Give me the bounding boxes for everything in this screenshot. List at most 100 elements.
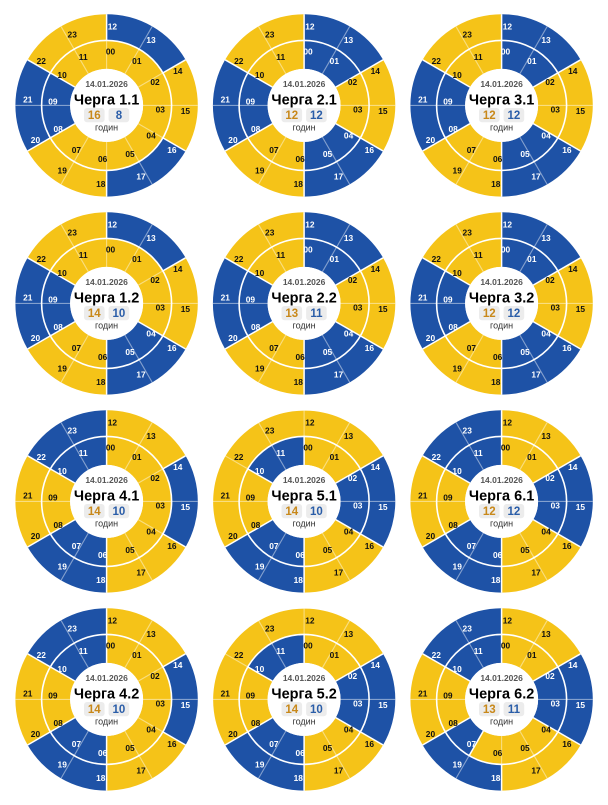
svg-text:11: 11 <box>276 250 285 260</box>
svg-text:22: 22 <box>37 452 47 462</box>
svg-text:10: 10 <box>452 268 462 278</box>
svg-text:23: 23 <box>463 425 473 435</box>
svg-text:22: 22 <box>234 56 244 66</box>
svg-text:06: 06 <box>295 154 305 164</box>
svg-text:15: 15 <box>181 106 191 116</box>
svg-text:08: 08 <box>53 124 63 134</box>
svg-text:06: 06 <box>98 748 108 758</box>
svg-text:15: 15 <box>181 502 191 512</box>
svg-text:00: 00 <box>501 245 511 255</box>
svg-text:18: 18 <box>294 179 304 189</box>
svg-text:01: 01 <box>132 452 142 462</box>
svg-text:13: 13 <box>146 431 156 441</box>
svg-text:01: 01 <box>330 254 340 264</box>
svg-text:06: 06 <box>493 352 503 362</box>
svg-text:18: 18 <box>294 377 304 387</box>
svg-text:17: 17 <box>136 370 146 380</box>
svg-text:12: 12 <box>483 110 496 122</box>
svg-text:16: 16 <box>562 145 572 155</box>
svg-text:03: 03 <box>551 302 561 312</box>
svg-text:23: 23 <box>265 227 275 237</box>
svg-text:01: 01 <box>132 650 142 660</box>
svg-text:15: 15 <box>181 700 191 710</box>
svg-text:14: 14 <box>568 66 578 76</box>
svg-text:01: 01 <box>132 56 142 66</box>
svg-text:21: 21 <box>221 491 231 501</box>
svg-text:06: 06 <box>493 154 503 164</box>
svg-text:годин: годин <box>293 320 316 330</box>
svg-text:21: 21 <box>221 95 231 105</box>
svg-text:12: 12 <box>508 110 521 122</box>
svg-text:10: 10 <box>57 664 67 674</box>
svg-text:08: 08 <box>251 520 261 530</box>
svg-text:19: 19 <box>453 760 463 770</box>
svg-text:09: 09 <box>443 690 453 700</box>
svg-text:07: 07 <box>72 739 82 749</box>
svg-text:04: 04 <box>344 725 354 735</box>
svg-text:00: 00 <box>303 443 313 453</box>
svg-text:12: 12 <box>305 418 315 428</box>
svg-text:18: 18 <box>294 773 304 783</box>
svg-text:14: 14 <box>173 462 183 472</box>
svg-text:12: 12 <box>108 220 118 230</box>
svg-text:16: 16 <box>167 145 177 155</box>
svg-text:05: 05 <box>125 347 135 357</box>
svg-text:14: 14 <box>568 462 578 472</box>
svg-text:02: 02 <box>348 275 358 285</box>
svg-text:07: 07 <box>467 739 477 749</box>
svg-text:годин: годин <box>293 518 316 528</box>
svg-text:16: 16 <box>167 541 177 551</box>
svg-text:13: 13 <box>541 629 551 639</box>
svg-text:07: 07 <box>269 145 279 155</box>
svg-text:16: 16 <box>365 145 375 155</box>
svg-text:05: 05 <box>125 545 135 555</box>
svg-text:09: 09 <box>443 294 453 304</box>
svg-text:02: 02 <box>348 473 358 483</box>
svg-text:14: 14 <box>88 506 101 518</box>
svg-text:12: 12 <box>503 22 513 32</box>
svg-text:04: 04 <box>541 527 551 537</box>
svg-text:13: 13 <box>146 629 156 639</box>
svg-text:18: 18 <box>491 773 501 783</box>
svg-text:20: 20 <box>426 729 436 739</box>
svg-text:09: 09 <box>246 294 256 304</box>
svg-text:03: 03 <box>156 698 166 708</box>
svg-text:12: 12 <box>285 110 298 122</box>
svg-text:18: 18 <box>294 575 304 585</box>
svg-text:23: 23 <box>265 425 275 435</box>
svg-text:04: 04 <box>146 329 156 339</box>
svg-text:15: 15 <box>378 700 388 710</box>
svg-text:09: 09 <box>246 690 256 700</box>
svg-text:12: 12 <box>108 22 118 32</box>
svg-text:13: 13 <box>344 629 354 639</box>
svg-text:10: 10 <box>57 268 67 278</box>
svg-text:09: 09 <box>48 96 58 106</box>
svg-text:23: 23 <box>68 425 78 435</box>
svg-text:19: 19 <box>58 166 68 176</box>
svg-text:13: 13 <box>483 704 496 716</box>
svg-text:02: 02 <box>150 275 160 285</box>
svg-text:12: 12 <box>483 506 496 518</box>
svg-text:12: 12 <box>483 308 496 320</box>
svg-text:00: 00 <box>501 47 511 57</box>
svg-text:01: 01 <box>527 56 537 66</box>
svg-text:05: 05 <box>323 347 333 357</box>
svg-text:11: 11 <box>79 52 88 62</box>
svg-text:годин: годин <box>95 518 118 528</box>
svg-text:10: 10 <box>57 466 67 476</box>
svg-text:21: 21 <box>418 95 428 105</box>
svg-text:Черга 1.1: Черга 1.1 <box>74 92 139 108</box>
svg-text:03: 03 <box>551 698 561 708</box>
svg-text:22: 22 <box>37 650 47 660</box>
svg-text:07: 07 <box>467 145 477 155</box>
svg-text:03: 03 <box>156 302 166 312</box>
svg-text:годин: годин <box>490 122 513 132</box>
svg-text:00: 00 <box>106 47 116 57</box>
svg-text:01: 01 <box>527 254 537 264</box>
svg-text:Черга 2.2: Черга 2.2 <box>271 290 336 306</box>
svg-text:20: 20 <box>31 531 41 541</box>
svg-text:13: 13 <box>146 233 156 243</box>
svg-text:22: 22 <box>432 56 442 66</box>
svg-text:10: 10 <box>255 664 265 674</box>
svg-text:03: 03 <box>353 302 363 312</box>
